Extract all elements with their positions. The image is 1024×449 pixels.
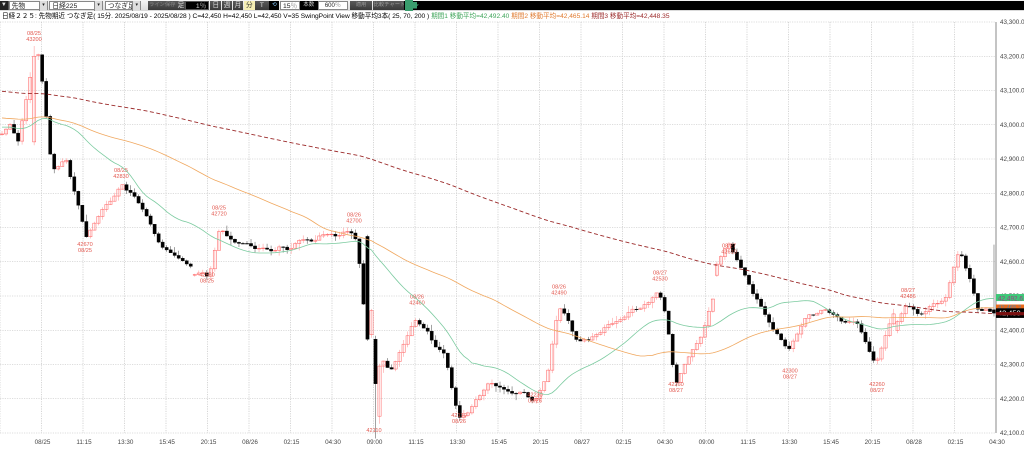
svg-text:04:30: 04:30	[657, 439, 673, 446]
svg-text:42530: 42530	[652, 277, 668, 283]
svg-text:08/27: 08/27	[574, 439, 590, 446]
svg-text:42110: 42110	[366, 428, 381, 434]
svg-text:20:15: 20:15	[865, 439, 881, 446]
svg-text:42,200.0: 42,200.0	[1000, 396, 1024, 403]
svg-text:42,900.0: 42,900.0	[1000, 156, 1024, 163]
svg-text:08/26: 08/26	[242, 439, 258, 446]
svg-text:11:15: 11:15	[740, 439, 756, 446]
svg-text:08/25: 08/25	[78, 248, 92, 254]
svg-text:42,400.0: 42,400.0	[1000, 327, 1024, 334]
svg-text:02:15: 02:15	[284, 439, 300, 446]
svg-text:42490: 42490	[551, 290, 567, 296]
svg-text:08/25: 08/25	[200, 279, 214, 285]
svg-text:42,300.0: 42,300.0	[1000, 362, 1024, 369]
svg-text:04:30: 04:30	[989, 439, 1005, 446]
svg-text:42720: 42720	[211, 212, 227, 218]
svg-text:13:30: 13:30	[118, 439, 134, 446]
svg-text:08/25: 08/25	[35, 439, 51, 446]
svg-text:42610: 42610	[721, 249, 737, 255]
svg-text:13:30: 13:30	[782, 439, 798, 446]
svg-text:43,100.0: 43,100.0	[1000, 88, 1024, 95]
svg-text:42,600.0: 42,600.0	[1000, 259, 1024, 266]
svg-text:08/27: 08/27	[870, 388, 884, 394]
svg-text:15:45: 15:45	[491, 439, 507, 446]
svg-text:42,800.0: 42,800.0	[1000, 190, 1024, 197]
svg-text:08/26: 08/26	[528, 398, 542, 404]
svg-text:15:45: 15:45	[159, 439, 175, 446]
svg-text:42,700.0: 42,700.0	[1000, 225, 1024, 232]
svg-text:42,492.6: 42,492.6	[998, 295, 1023, 302]
svg-text:08/27: 08/27	[783, 375, 797, 381]
svg-text:09:00: 09:00	[367, 439, 383, 446]
svg-text:43200: 43200	[26, 37, 42, 43]
svg-text:02:15: 02:15	[616, 439, 632, 446]
svg-text:08/26: 08/26	[452, 419, 466, 425]
svg-text:09:00: 09:00	[699, 439, 715, 446]
svg-text:20:15: 20:15	[533, 439, 549, 446]
svg-text:08/28: 08/28	[906, 439, 922, 446]
svg-text:11:15: 11:15	[408, 439, 424, 446]
svg-text:42830: 42830	[113, 174, 129, 180]
svg-text:43,200.0: 43,200.0	[1000, 53, 1024, 60]
svg-text:42486: 42486	[900, 294, 916, 300]
svg-text:04:30: 04:30	[325, 439, 341, 446]
svg-text:43,300.0: 43,300.0	[1000, 19, 1024, 26]
svg-text:20:15: 20:15	[201, 439, 217, 446]
svg-text:13:30: 13:30	[450, 439, 466, 446]
svg-text:43,000.0: 43,000.0	[1000, 122, 1024, 129]
svg-text:42700: 42700	[346, 219, 362, 225]
svg-text:08/27: 08/27	[669, 388, 683, 394]
svg-text:02:15: 02:15	[948, 439, 964, 446]
svg-text:11:15: 11:15	[76, 439, 92, 446]
svg-text:42,100.0: 42,100.0	[1000, 430, 1024, 437]
svg-text:15:45: 15:45	[823, 439, 839, 446]
